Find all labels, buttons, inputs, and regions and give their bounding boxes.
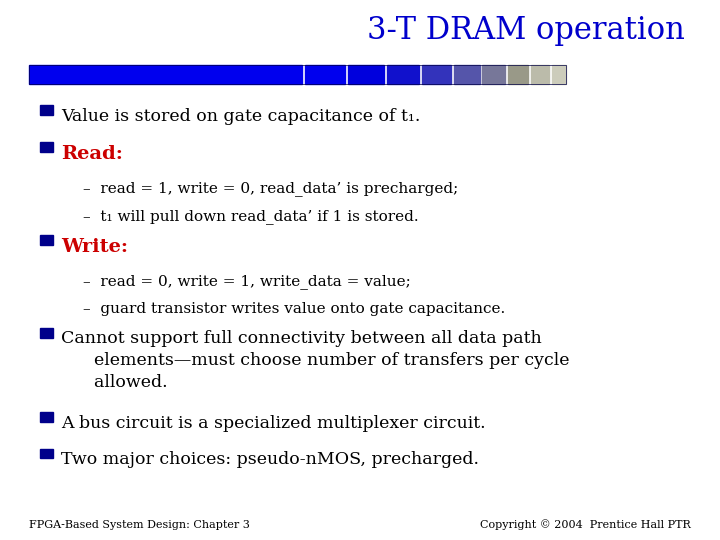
Text: Read:: Read: — [61, 145, 123, 163]
Bar — [482, 65, 505, 84]
Bar — [40, 142, 53, 152]
Bar — [508, 65, 528, 84]
Text: 3-T DRAM operation: 3-T DRAM operation — [366, 15, 685, 46]
Bar — [552, 65, 566, 84]
Bar — [348, 65, 384, 84]
Bar — [422, 65, 451, 84]
Bar — [40, 328, 53, 338]
Text: Value is stored on gate capacitance of t₁.: Value is stored on gate capacitance of t… — [61, 108, 420, 125]
Text: Write:: Write: — [61, 238, 128, 255]
Bar — [387, 65, 419, 84]
Bar — [40, 235, 53, 245]
Bar — [454, 65, 480, 84]
Bar — [29, 65, 566, 84]
Bar — [40, 449, 53, 458]
Bar — [40, 412, 53, 422]
Text: A bus circuit is a specialized multiplexer circuit.: A bus circuit is a specialized multiplex… — [61, 415, 486, 431]
Text: Two major choices: pseudo-nMOS, precharged.: Two major choices: pseudo-nMOS, precharg… — [61, 451, 480, 468]
Text: –  t₁ will pull down read_data’ if 1 is stored.: – t₁ will pull down read_data’ if 1 is s… — [83, 210, 418, 225]
Bar — [305, 65, 345, 84]
Text: Copyright © 2004  Prentice Hall PTR: Copyright © 2004 Prentice Hall PTR — [480, 519, 691, 530]
Bar — [29, 65, 302, 84]
Text: FPGA-Based System Design: Chapter 3: FPGA-Based System Design: Chapter 3 — [29, 520, 250, 530]
Text: –  read = 0, write = 1, write_data = value;: – read = 0, write = 1, write_data = valu… — [83, 274, 410, 289]
Bar — [40, 105, 53, 115]
Text: –  guard transistor writes value onto gate capacitance.: – guard transistor writes value onto gat… — [83, 302, 505, 316]
Bar — [531, 65, 549, 84]
Text: Cannot support full connectivity between all data path
      elements—must choos: Cannot support full connectivity between… — [61, 330, 570, 390]
Text: –  read = 1, write = 0, read_data’ is precharged;: – read = 1, write = 0, read_data’ is pre… — [83, 181, 458, 197]
